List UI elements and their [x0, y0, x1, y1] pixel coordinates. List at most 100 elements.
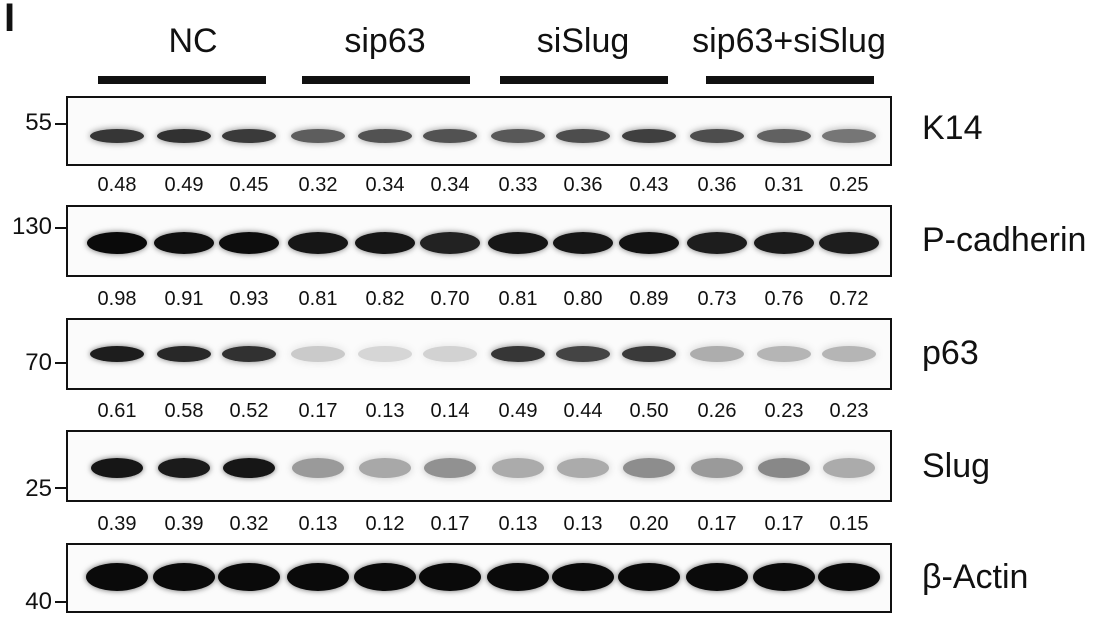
quant-value-2-lane-3: 0.93	[229, 288, 269, 310]
band-4-lane-8	[557, 458, 609, 478]
marker-label-p-cadherin: 130	[11, 213, 52, 240]
quant-value-1-lane-6: 0.34	[430, 174, 470, 196]
group-bar-sip63	[302, 76, 470, 84]
band-5-lane-9	[618, 563, 680, 591]
quant-value-1-lane-9: 0.43	[629, 174, 669, 196]
band-4-lane-6	[424, 458, 476, 478]
band-2-lane-5	[355, 232, 415, 254]
quant-value-3-lane-12: 0.23	[829, 400, 869, 422]
quant-value-3-lane-6: 0.14	[430, 400, 470, 422]
protein-label-p63: p63	[922, 334, 979, 372]
quant-value-2-lane-4: 0.81	[298, 288, 338, 310]
band-1-lane-3	[222, 129, 276, 143]
blot-slug	[66, 430, 892, 502]
band-4-lane-5	[359, 458, 411, 478]
group-bar-nc	[98, 76, 266, 84]
band-5-lane-4	[287, 563, 349, 591]
band-3-lane-4	[291, 346, 345, 362]
band-1-lane-5	[358, 129, 412, 143]
band-4-lane-2	[158, 458, 210, 478]
band-5-lane-1	[86, 563, 148, 591]
marker-label-beta-actin: 40	[25, 588, 52, 615]
panel-letter: I	[4, 0, 16, 40]
marker-tick-k14	[55, 123, 66, 125]
band-4-lane-11	[758, 458, 810, 478]
quant-value-4-lane-11: 0.17	[764, 513, 804, 535]
quant-value-3-lane-1: 0.61	[97, 400, 137, 422]
band-2-lane-1	[87, 232, 147, 254]
band-5-lane-10	[686, 563, 748, 591]
group-label-sip63: sip63	[344, 22, 426, 60]
band-2-lane-3	[219, 232, 279, 254]
quant-value-3-lane-8: 0.44	[563, 400, 603, 422]
band-1-lane-7	[491, 129, 545, 143]
band-2-lane-11	[754, 232, 814, 254]
band-1-lane-1	[90, 129, 144, 143]
quant-value-3-lane-10: 0.26	[697, 400, 737, 422]
blot-beta-actin	[66, 543, 892, 613]
band-2-lane-7	[488, 232, 548, 254]
protein-label-k14: K14	[922, 109, 983, 147]
band-3-lane-3	[222, 346, 276, 362]
marker-label-slug: 25	[25, 475, 52, 502]
band-5-lane-12	[818, 563, 880, 591]
quant-value-1-lane-7: 0.33	[498, 174, 538, 196]
quant-value-4-lane-7: 0.13	[498, 513, 538, 535]
band-3-lane-6	[423, 346, 477, 362]
band-4-lane-12	[823, 458, 875, 478]
marker-tick-p-cadherin	[55, 227, 66, 229]
group-bar-sip63-sislug	[706, 76, 874, 84]
quant-value-2-lane-7: 0.81	[498, 288, 538, 310]
band-5-lane-2	[153, 563, 215, 591]
quant-value-4-lane-8: 0.13	[563, 513, 603, 535]
band-3-lane-10	[690, 346, 744, 362]
band-4-lane-3	[223, 458, 275, 478]
band-2-lane-2	[154, 232, 214, 254]
band-1-lane-8	[556, 129, 610, 143]
band-1-lane-10	[690, 129, 744, 143]
band-2-lane-6	[420, 232, 480, 254]
band-4-lane-1	[91, 458, 143, 478]
band-1-lane-11	[757, 129, 811, 143]
quant-value-4-lane-5: 0.12	[365, 513, 405, 535]
quant-value-4-lane-4: 0.13	[298, 513, 338, 535]
quant-value-3-lane-4: 0.17	[298, 400, 338, 422]
quant-value-1-lane-3: 0.45	[229, 174, 269, 196]
group-label-sip63-sislug: sip63+siSlug	[692, 22, 886, 60]
blot-p63	[66, 318, 892, 390]
band-1-lane-6	[423, 129, 477, 143]
band-1-lane-4	[291, 129, 345, 143]
quant-value-4-lane-12: 0.15	[829, 513, 869, 535]
quant-value-4-lane-3: 0.32	[229, 513, 269, 535]
quant-value-2-lane-8: 0.80	[563, 288, 603, 310]
band-5-lane-7	[487, 563, 549, 591]
marker-label-p63: 70	[25, 349, 52, 376]
quant-value-2-lane-11: 0.76	[764, 288, 804, 310]
quant-value-2-lane-6: 0.70	[430, 288, 470, 310]
quant-value-3-lane-2: 0.58	[164, 400, 204, 422]
quant-value-1-lane-2: 0.49	[164, 174, 204, 196]
quant-value-1-lane-11: 0.31	[764, 174, 804, 196]
protein-label-slug: Slug	[922, 447, 991, 485]
quant-value-4-lane-6: 0.17	[430, 513, 470, 535]
marker-tick-slug	[55, 487, 66, 489]
quant-value-1-lane-4: 0.32	[298, 174, 338, 196]
marker-label-k14: 55	[25, 109, 52, 136]
band-3-lane-7	[491, 346, 545, 362]
quant-value-3-lane-9: 0.50	[629, 400, 669, 422]
quant-value-3-lane-3: 0.52	[229, 400, 269, 422]
quant-value-2-lane-10: 0.73	[697, 288, 737, 310]
band-4-lane-10	[691, 458, 743, 478]
quant-value-3-lane-5: 0.13	[365, 400, 405, 422]
band-1-lane-2	[157, 129, 211, 143]
protein-label-p-cadherin: P-cadherin	[922, 221, 1087, 259]
band-4-lane-7	[492, 458, 544, 478]
band-1-lane-12	[822, 129, 876, 143]
quant-value-2-lane-1: 0.98	[97, 288, 137, 310]
quant-value-4-lane-10: 0.17	[697, 513, 737, 535]
band-5-lane-6	[419, 563, 481, 591]
band-3-lane-11	[757, 346, 811, 362]
band-2-lane-10	[687, 232, 747, 254]
band-4-lane-9	[623, 458, 675, 478]
quant-value-4-lane-1: 0.39	[97, 513, 137, 535]
